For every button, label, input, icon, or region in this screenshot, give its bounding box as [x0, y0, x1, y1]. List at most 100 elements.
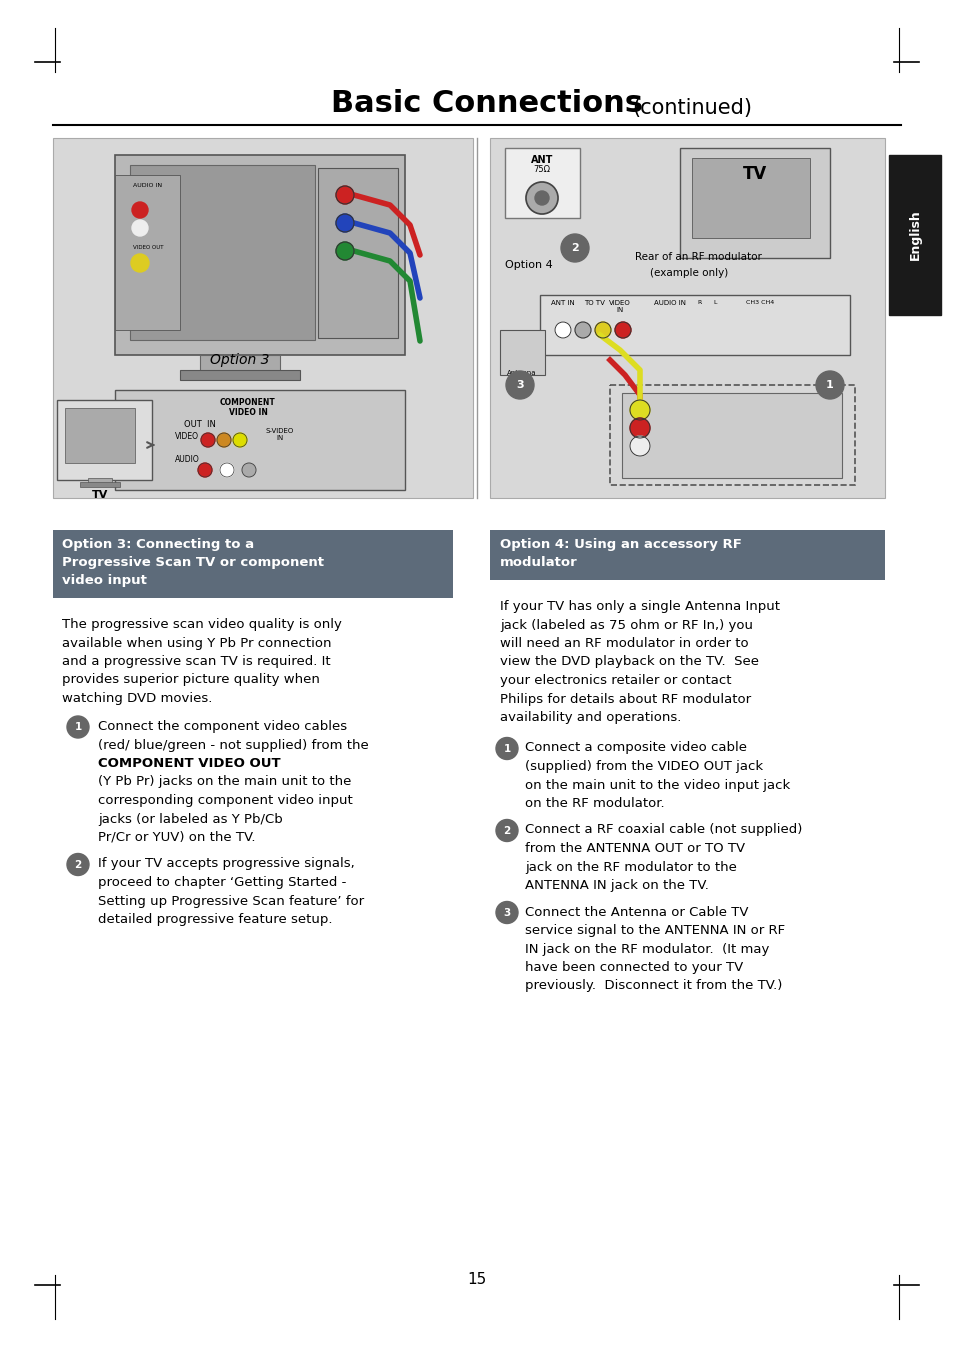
Circle shape: [496, 901, 517, 924]
FancyBboxPatch shape: [539, 295, 849, 356]
Circle shape: [131, 255, 149, 272]
Text: ANT IN: ANT IN: [551, 300, 575, 306]
FancyBboxPatch shape: [180, 370, 299, 380]
Text: AUDIO: AUDIO: [174, 455, 199, 463]
Text: ANT: ANT: [530, 155, 553, 164]
Text: VIDEO IN: VIDEO IN: [229, 408, 267, 418]
Text: IN jack on the RF modulator.  (It may: IN jack on the RF modulator. (It may: [524, 943, 768, 955]
Text: (Y Pb Pr) jacks on the main unit to the: (Y Pb Pr) jacks on the main unit to the: [98, 776, 351, 788]
Text: service signal to the ANTENNA IN or RF: service signal to the ANTENNA IN or RF: [524, 924, 784, 938]
Text: AUDIO IN: AUDIO IN: [654, 300, 685, 306]
Text: detailed progressive feature setup.: detailed progressive feature setup.: [98, 913, 333, 925]
Text: If your TV accepts progressive signals,: If your TV accepts progressive signals,: [98, 858, 355, 870]
Text: availability and operations.: availability and operations.: [499, 711, 680, 723]
Text: OUT  IN: OUT IN: [184, 420, 215, 428]
Circle shape: [242, 463, 255, 477]
FancyBboxPatch shape: [200, 356, 280, 373]
Text: English: English: [907, 210, 921, 260]
Text: VIDEO
IN: VIDEO IN: [608, 300, 630, 313]
Circle shape: [335, 242, 354, 260]
Text: AUDIO IN: AUDIO IN: [133, 183, 162, 189]
Text: and a progressive scan TV is required. It: and a progressive scan TV is required. I…: [62, 655, 331, 668]
Text: TO TV: TO TV: [584, 300, 605, 306]
Text: 3: 3: [503, 908, 510, 917]
Text: proceed to chapter ‘Getting Started -: proceed to chapter ‘Getting Started -: [98, 876, 346, 889]
Circle shape: [201, 432, 214, 447]
Circle shape: [216, 432, 231, 447]
Text: (example only): (example only): [649, 268, 727, 277]
FancyBboxPatch shape: [621, 393, 841, 478]
Text: 2: 2: [74, 859, 82, 870]
Circle shape: [335, 186, 354, 203]
Text: Philips for details about RF modulator: Philips for details about RF modulator: [499, 692, 750, 706]
FancyBboxPatch shape: [490, 529, 884, 581]
Circle shape: [67, 717, 89, 738]
Text: corresponding component video input: corresponding component video input: [98, 793, 353, 807]
FancyBboxPatch shape: [888, 155, 940, 315]
Circle shape: [560, 234, 588, 263]
Text: on the main unit to the video input jack: on the main unit to the video input jack: [524, 779, 789, 792]
Circle shape: [615, 322, 630, 338]
Text: Rear of an RF modulator: Rear of an RF modulator: [635, 252, 761, 263]
Text: your electronics retailer or contact: your electronics retailer or contact: [499, 674, 731, 687]
Text: 2: 2: [571, 242, 578, 253]
Text: Basic Connections: Basic Connections: [331, 89, 642, 119]
FancyBboxPatch shape: [115, 391, 405, 490]
Text: ANTENNA IN jack on the TV.: ANTENNA IN jack on the TV.: [524, 880, 708, 892]
Text: If your TV has only a single Antenna Input: If your TV has only a single Antenna Inp…: [499, 599, 780, 613]
Text: R: R: [698, 300, 701, 304]
Text: jack (labeled as 75 ohm or RF In,) you: jack (labeled as 75 ohm or RF In,) you: [499, 618, 752, 632]
Circle shape: [575, 322, 590, 338]
Circle shape: [496, 738, 517, 760]
Text: Antenna: Antenna: [507, 370, 537, 376]
Circle shape: [629, 400, 649, 420]
Text: provides superior picture quality when: provides superior picture quality when: [62, 674, 319, 687]
Text: Pr/Cr or YUV) on the TV.: Pr/Cr or YUV) on the TV.: [98, 831, 255, 845]
Text: 3: 3: [516, 380, 523, 391]
FancyBboxPatch shape: [130, 164, 314, 339]
Text: previously.  Disconnect it from the TV.): previously. Disconnect it from the TV.): [524, 979, 781, 993]
Text: (supplied) from the VIDEO OUT jack: (supplied) from the VIDEO OUT jack: [524, 760, 762, 773]
Text: L: L: [713, 300, 716, 304]
Text: view the DVD playback on the TV.  See: view the DVD playback on the TV. See: [499, 656, 759, 668]
FancyBboxPatch shape: [115, 155, 405, 356]
Text: The progressive scan video quality is only: The progressive scan video quality is on…: [62, 618, 341, 630]
FancyBboxPatch shape: [115, 175, 180, 330]
Text: 1: 1: [503, 744, 510, 753]
FancyBboxPatch shape: [490, 137, 884, 498]
Text: on the RF modulator.: on the RF modulator.: [524, 797, 664, 810]
FancyBboxPatch shape: [53, 137, 473, 498]
Text: Option 4: Option 4: [504, 260, 552, 269]
Circle shape: [535, 191, 548, 205]
Circle shape: [67, 854, 89, 876]
Circle shape: [132, 202, 148, 218]
Text: Connect the Antenna or Cable TV: Connect the Antenna or Cable TV: [524, 905, 748, 919]
Text: 75Ω: 75Ω: [533, 164, 550, 174]
FancyBboxPatch shape: [53, 529, 453, 598]
Circle shape: [555, 322, 571, 338]
Text: Setting up Progressive Scan feature’ for: Setting up Progressive Scan feature’ for: [98, 894, 364, 908]
Text: COMPONENT VIDEO OUT: COMPONENT VIDEO OUT: [98, 757, 280, 770]
Circle shape: [496, 819, 517, 842]
Text: jacks (or labeled as Y Pb/Cb: jacks (or labeled as Y Pb/Cb: [98, 812, 282, 826]
Text: Connect the component video cables: Connect the component video cables: [98, 721, 347, 733]
Text: (continued): (continued): [631, 98, 751, 119]
FancyBboxPatch shape: [88, 478, 112, 484]
Text: COMPONENT: COMPONENT: [220, 397, 275, 407]
Text: 2: 2: [503, 826, 510, 835]
FancyBboxPatch shape: [679, 148, 829, 259]
Circle shape: [815, 370, 843, 399]
Circle shape: [629, 418, 649, 438]
FancyBboxPatch shape: [65, 408, 135, 463]
FancyBboxPatch shape: [499, 330, 544, 374]
Text: TV: TV: [742, 164, 766, 183]
Circle shape: [335, 214, 354, 232]
Text: available when using Y Pb Pr connection: available when using Y Pb Pr connection: [62, 637, 331, 649]
Text: 1: 1: [74, 722, 82, 731]
Text: Option 3: Connecting to a
Progressive Scan TV or component
video input: Option 3: Connecting to a Progressive Sc…: [62, 537, 324, 587]
FancyBboxPatch shape: [504, 148, 579, 218]
Circle shape: [629, 436, 649, 457]
Text: Connect a RF coaxial cable (not supplied): Connect a RF coaxial cable (not supplied…: [524, 823, 801, 836]
Text: Connect a composite video cable: Connect a composite video cable: [524, 741, 746, 754]
Circle shape: [220, 463, 233, 477]
